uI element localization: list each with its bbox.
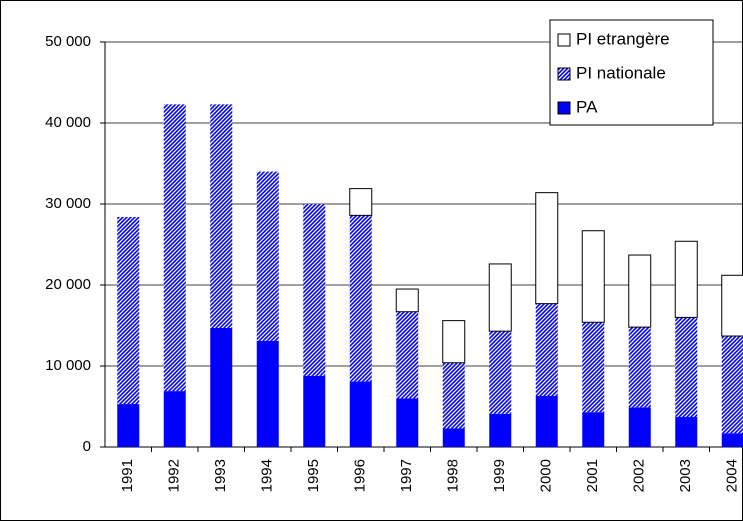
bar-segment [535,395,558,447]
bar-segment [303,375,326,447]
y-tick-label: 0 [83,438,91,455]
x-tick-label: 1994 [259,459,276,492]
bar-segment [395,288,419,313]
bar-segment [303,204,326,376]
bar-segment [256,171,279,341]
bar-segment [349,215,372,382]
bar-segment [349,381,372,447]
bar-segment [535,303,558,396]
bar-segment [535,192,559,305]
bar-segment [628,327,651,408]
bar-segment [442,320,466,364]
x-tick-label: 2004 [724,459,741,492]
bar-segment [163,391,186,447]
y-tick-label: 50 000 [45,33,91,50]
y-tick-label: 20 000 [45,276,91,293]
bar-segment [721,336,743,434]
x-tick-label: 1996 [352,459,369,492]
bar-segment [628,407,651,447]
bar-segment [256,340,279,447]
bar-segment [117,216,140,405]
legend-swatch [557,33,571,47]
bar-segment [210,104,233,328]
bar-segment [488,263,512,332]
bar-segment [675,317,698,418]
x-tick-label: 1991 [119,459,136,492]
bar-segment [674,240,698,318]
x-tick-label: 1995 [305,459,322,492]
bar-segment [396,311,419,399]
bar-segment [721,433,743,447]
bar-segment [349,188,373,216]
bar-segment [675,417,698,447]
bar-segment [489,413,512,447]
legend-label: PI etrangère [576,29,670,48]
y-tick-label: 40 000 [45,114,91,131]
y-tick-label: 30 000 [45,195,91,212]
x-tick-label: 2000 [538,459,555,492]
bar-segment [117,404,140,447]
bar-segment [442,428,465,447]
bar-segment [442,362,465,429]
bar-segment [582,412,605,447]
legend-swatch [557,67,571,81]
x-tick-label: 1992 [166,459,183,492]
bar-segment [628,254,652,328]
x-tick-label: 1999 [491,459,508,492]
legend-label: PA [576,97,598,116]
x-tick-label: 1993 [212,459,229,492]
bar-segment [582,322,605,413]
bar-segment [721,274,743,337]
x-tick-label: 1997 [398,459,415,492]
bar-segment [489,331,512,414]
legend-label: PI nationale [576,63,666,82]
x-tick-label: 1998 [445,459,462,492]
y-tick-label: 10 000 [45,357,91,374]
bar-segment [581,230,605,323]
bar-segment [210,327,233,447]
bar-segment [163,104,186,392]
x-tick-label: 2002 [631,459,648,492]
x-tick-label: 2001 [584,459,601,492]
legend-swatch [557,101,571,115]
legend-box [549,19,714,126]
x-tick-label: 2003 [677,459,694,492]
bar-segment [396,398,419,447]
